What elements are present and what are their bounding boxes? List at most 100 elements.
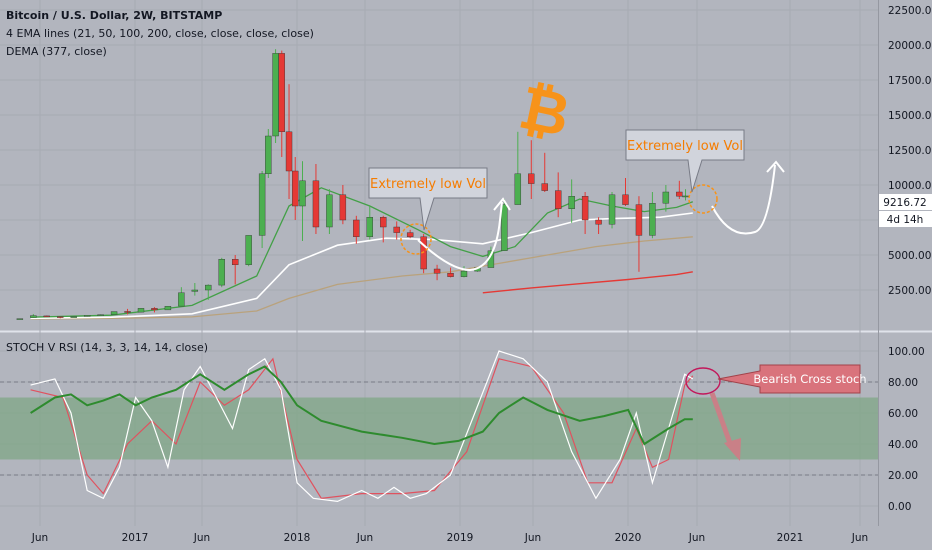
candle bbox=[608, 192, 616, 229]
candle bbox=[622, 178, 629, 206]
bearish-arrow-shaft bbox=[709, 392, 734, 447]
candle bbox=[353, 215, 360, 244]
stoch-rsi-line bbox=[30, 365, 693, 446]
callout-low-vol-2: Extremely low Vol bbox=[625, 129, 745, 193]
candle bbox=[16, 318, 24, 320]
candle bbox=[662, 185, 670, 212]
candle bbox=[581, 192, 589, 234]
bearish-cross-circle bbox=[685, 367, 721, 395]
candle bbox=[595, 217, 602, 234]
stoch-tick-label: 80.00 bbox=[888, 377, 918, 389]
time-tick-label: 2021 bbox=[777, 532, 804, 544]
price-tick-label: 10000.00 bbox=[888, 180, 932, 192]
candle-body bbox=[581, 195, 589, 221]
stoch-tick-label: 0.00 bbox=[888, 501, 911, 513]
candle-body bbox=[97, 314, 104, 316]
candle-body bbox=[541, 183, 548, 191]
candle-body bbox=[406, 232, 414, 238]
chart-title: Bitcoin / U.S. Dollar, 2W, BITSTAMP bbox=[6, 9, 223, 22]
candle-body bbox=[191, 289, 199, 292]
candle bbox=[97, 314, 104, 316]
candle-body bbox=[218, 259, 225, 286]
forecast-path-1 bbox=[417, 201, 503, 272]
candle bbox=[541, 152, 548, 192]
candle bbox=[191, 283, 199, 296]
price-tick-label: 12500.00 bbox=[888, 145, 932, 157]
candle-body bbox=[16, 318, 24, 320]
candle bbox=[460, 266, 468, 278]
candle bbox=[278, 50, 285, 157]
candle bbox=[420, 234, 427, 274]
time-tick-label: 2018 bbox=[284, 532, 311, 544]
candle bbox=[57, 316, 64, 319]
low-vol-circle bbox=[688, 184, 718, 214]
last-price-label: 9216.72 bbox=[883, 197, 926, 209]
candle bbox=[380, 215, 387, 243]
candle bbox=[231, 255, 239, 285]
candle bbox=[245, 235, 252, 267]
candle-body bbox=[299, 180, 306, 207]
time-tick-label: Jun bbox=[524, 532, 541, 544]
candle-body bbox=[366, 216, 373, 237]
candle-body bbox=[231, 259, 239, 266]
candle-body bbox=[245, 235, 252, 265]
stoch-band bbox=[0, 397, 878, 460]
time-tick-label: 2017 bbox=[122, 532, 149, 544]
candle-body bbox=[528, 173, 535, 184]
stoch-tick-label: 40.00 bbox=[888, 439, 918, 451]
bearish-arrow-head bbox=[724, 438, 741, 461]
ema-100-line bbox=[30, 236, 693, 320]
candle bbox=[447, 267, 454, 278]
stoch-legend: STOCH V RSI (14, 3, 3, 14, 14, close) bbox=[6, 341, 209, 354]
candle-body bbox=[608, 194, 616, 225]
candle-body bbox=[178, 292, 185, 307]
candle bbox=[83, 315, 91, 317]
candle-body bbox=[57, 316, 64, 318]
candle bbox=[339, 185, 347, 225]
stoch-tick-label: 100.00 bbox=[888, 346, 925, 358]
candle bbox=[676, 180, 683, 199]
candle-body bbox=[110, 311, 118, 315]
candle bbox=[258, 171, 266, 248]
candle-body bbox=[205, 284, 212, 291]
candle bbox=[178, 287, 185, 307]
candle-body bbox=[30, 315, 37, 318]
candle-body bbox=[353, 219, 360, 237]
candle-body bbox=[635, 204, 643, 236]
candle-body bbox=[554, 190, 562, 210]
candle-body bbox=[514, 173, 522, 205]
candle bbox=[554, 172, 562, 218]
dema-legend: DEMA (377, close) bbox=[6, 45, 107, 58]
candle-body bbox=[420, 236, 427, 270]
candle bbox=[299, 161, 306, 241]
stoch-tick-label: 60.00 bbox=[888, 408, 918, 420]
candle bbox=[30, 314, 37, 318]
ema-21-line bbox=[30, 187, 694, 318]
candle-body bbox=[272, 53, 279, 137]
ema-legend: 4 EMA lines (21, 50, 100, 200, close, cl… bbox=[6, 27, 314, 40]
price-tick-label: 15000.00 bbox=[888, 110, 932, 122]
time-tick-label: 2020 bbox=[615, 532, 642, 544]
callout-box bbox=[368, 167, 488, 231]
candle bbox=[326, 189, 333, 234]
candle-body bbox=[151, 308, 158, 311]
candle-body bbox=[501, 204, 508, 252]
price-tick-label: 17500.00 bbox=[888, 75, 932, 87]
candle bbox=[501, 199, 508, 252]
price-pane bbox=[0, 0, 878, 330]
candle-body bbox=[312, 180, 320, 228]
candle bbox=[406, 229, 414, 239]
price-tick-label: 20000.00 bbox=[888, 40, 932, 52]
candle bbox=[151, 307, 158, 313]
price-tick-label: 2500.00 bbox=[888, 285, 931, 297]
callout-bearish-cross: Bearish Cross stoch bbox=[717, 364, 867, 394]
candle bbox=[568, 179, 575, 223]
candle-body bbox=[676, 191, 683, 197]
candle bbox=[70, 316, 77, 318]
callout-text: Extremely low Vol bbox=[627, 139, 743, 154]
stoch-tick-label: 20.00 bbox=[888, 470, 918, 482]
forecast-arrow-2 bbox=[766, 160, 785, 173]
candle-body bbox=[43, 315, 50, 318]
